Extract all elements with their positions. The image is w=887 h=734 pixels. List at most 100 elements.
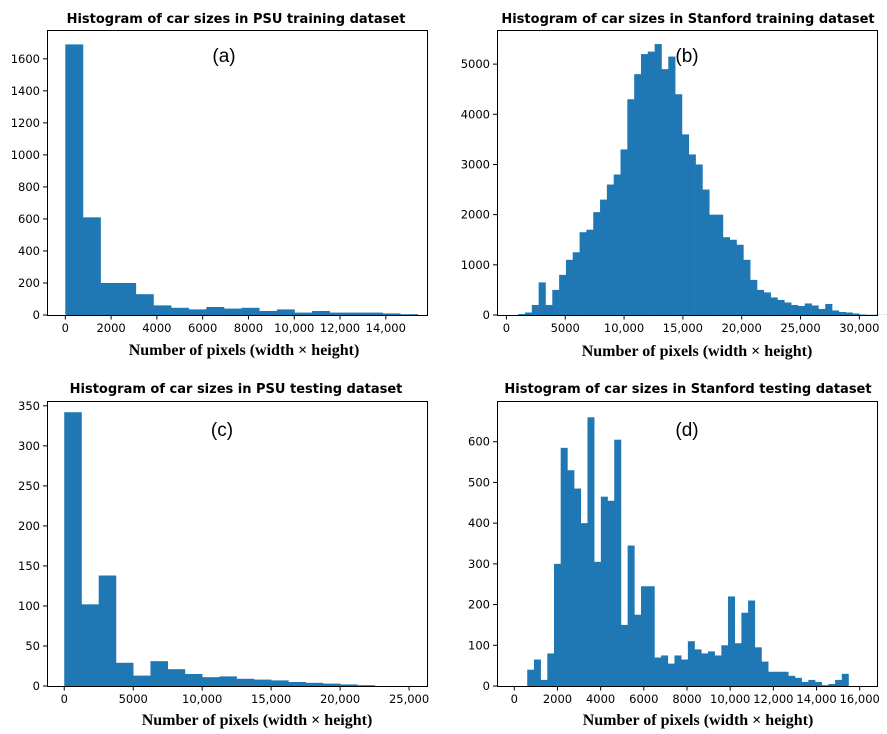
histogram-bar [821,685,829,686]
histogram-bar [184,673,203,686]
histogram-bar [219,676,237,686]
histogram-bar [552,289,560,315]
x-tick-label: 5000 [119,692,148,706]
x-tick-label: 5000 [551,321,580,335]
y-tick-label: 0 [483,679,490,693]
y-tick-label: 1000 [461,258,490,272]
x-tick-label: 10,000 [604,321,644,335]
histogram-bar [702,189,710,315]
histogram-bar [647,586,655,686]
bars [64,412,375,686]
histogram-bar [845,312,853,315]
histogram-bar [223,308,242,315]
histogram-bar [681,659,689,686]
histogram-bar [695,164,703,315]
y-tick-label: 5000 [461,57,490,71]
y-tick-label: 1000 [11,148,40,162]
histogram-bar [781,671,789,686]
histogram-bar [171,307,189,315]
x-tick-label: 20,000 [320,692,360,706]
histogram-bar [82,217,101,315]
histogram-bar [572,252,580,315]
y-tick-label: 300 [18,439,40,453]
histogram-bar [832,310,840,315]
histogram-bar [681,134,690,315]
x-tick-label: 0 [62,321,69,335]
x-tick-label: 0 [61,692,68,706]
chart-panel-c: Histogram of car sizes in PSU testing da… [18,382,429,729]
histogram-bar [527,669,535,686]
histogram-bar [115,662,134,686]
y-tick-label: 250 [18,479,40,493]
histogram-bar [322,683,341,686]
histogram-bar [594,561,602,686]
histogram-bar [634,74,642,316]
y-tick-label: 1600 [11,52,40,66]
x-tick-label: 6000 [188,321,217,335]
chart-title: Histogram of car sizes in PSU testing da… [70,382,403,397]
histogram-bar [153,305,172,315]
x-axis-label: Number of pixels (width × height) [582,343,813,360]
chart-title: Histogram of car sizes in Stanford testi… [504,382,871,397]
x-tick-label: 20,000 [722,321,762,335]
histogram-bar [329,312,348,315]
histogram-bar [741,612,749,686]
histogram-bar [133,675,151,686]
plot-frame [47,401,428,687]
histogram-bar [763,292,771,315]
histogram-bar [135,294,154,315]
x-tick-label: 16,000 [840,692,880,706]
histogram-bar [838,311,846,315]
x-tick-label: 10,000 [710,692,750,706]
y-tick-label: 400 [468,516,490,530]
chart-title: Histogram of car sizes in PSU training d… [67,12,406,27]
histogram-bar [567,470,575,686]
histogram-bar [728,596,736,686]
y-tick-label: 300 [468,557,490,571]
histogram-bar [167,669,186,686]
x-tick-label: 10,000 [182,692,222,706]
histogram-bar [627,99,635,316]
histogram-bar [804,303,812,315]
histogram-bar [674,655,682,686]
y-tick-label: 200 [468,598,490,612]
x-tick-label: 2000 [96,321,125,335]
x-tick-label: 0 [511,692,518,706]
histogram-bar [675,94,683,315]
histogram-bar [607,500,615,686]
histogram-bar [791,304,799,315]
histogram-bar [654,657,662,686]
histogram-bar [357,685,375,686]
histogram-bar [794,677,802,686]
histogram-bar [188,309,207,315]
histogram-bar [518,314,526,315]
histogram-bar [288,682,306,686]
x-tick-label: 14,000 [796,692,836,706]
y-tick-label: 100 [468,638,490,652]
y-tick-label: 500 [468,475,490,489]
histogram-bar [784,302,792,315]
histogram-bar [641,586,648,686]
histogram-bar [788,675,796,686]
panel-label: (b) [675,46,698,67]
histogram-bar [661,69,669,315]
y-tick-label: 0 [33,679,40,693]
histogram-bar [729,239,737,315]
histogram-bar [593,212,601,315]
histogram-bar [98,575,117,686]
histogram-bar [777,299,785,315]
histogram-bar [364,312,383,315]
y-tick-label: 600 [468,435,490,449]
histogram-bar [797,305,806,315]
histogram-bar [100,282,119,315]
x-tick-label: 12,000 [320,321,360,335]
histogram-bar [859,314,867,315]
histogram-bar [687,641,695,686]
x-tick-label: 4000 [142,321,171,335]
bars [527,417,849,686]
y-tick-label: 0 [483,308,490,322]
histogram-bar [347,312,366,315]
histogram-bar [808,679,816,686]
histogram-bar [271,680,289,686]
